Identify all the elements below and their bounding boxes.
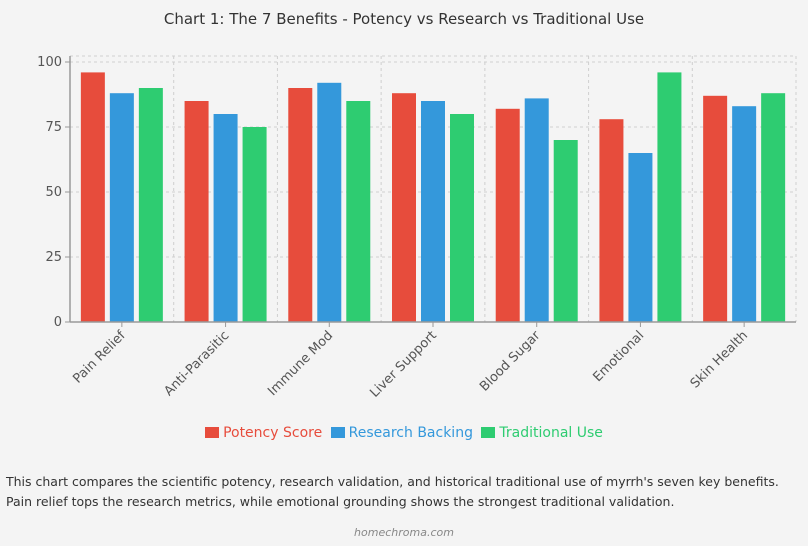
bar-research-backing-immune-mod[interactable] (317, 82, 342, 322)
bar-research-backing-pain-relief[interactable] (109, 93, 134, 322)
chart-caption: This chart compares the scientific poten… (6, 474, 779, 509)
x-tick-label-blood-sugar: Blood Sugar (477, 328, 544, 395)
bar-research-backing-anti-parasitic[interactable] (213, 114, 238, 322)
legend-swatch-traditional-use (481, 426, 496, 438)
bar-potency-score-pain-relief[interactable] (80, 72, 105, 323)
legend: Potency Score Research Backing Tradition… (0, 425, 808, 441)
bar-research-backing-skin-health[interactable] (732, 106, 757, 322)
bar-research-backing-liver-support[interactable] (421, 101, 445, 322)
bar-potency-score-skin-health[interactable] (703, 95, 728, 322)
legend-item-research-backing[interactable]: Research Backing (330, 425, 473, 441)
x-tick-label-liver-support: Liver Support (367, 328, 439, 400)
source-credit: homechroma.com (354, 526, 454, 539)
bar-traditional-use-blood-sugar[interactable] (553, 140, 578, 322)
bar-research-backing-blood-sugar[interactable] (524, 98, 549, 323)
legend-label-research-backing: Research Backing (348, 425, 473, 441)
bar-potency-score-anti-parasitic[interactable] (184, 101, 209, 322)
y-tick-label: 100 (37, 55, 62, 70)
chart-title: Chart 1: The 7 Benefits - Potency vs Res… (163, 10, 645, 28)
bar-potency-score-immune-mod[interactable] (288, 88, 313, 322)
legend-item-potency-score[interactable]: Potency Score (205, 425, 322, 441)
bar-traditional-use-pain-relief[interactable] (138, 88, 163, 322)
y-tick-label: 50 (45, 185, 62, 200)
x-tick-label-skin-health: Skin Health (688, 328, 751, 391)
bar-chart: 0 25 50 75 100 Pain Relief Anti-Parasitic Immun… (37, 55, 797, 401)
legend-label-traditional-use: Traditional Use (499, 425, 603, 441)
legend-swatch-research-backing (330, 426, 345, 438)
bar-traditional-use-anti-parasitic[interactable] (242, 127, 267, 322)
bar-traditional-use-skin-health[interactable] (761, 93, 786, 322)
legend-item-traditional-use[interactable]: Traditional Use (481, 425, 603, 441)
x-tick-label-immune-mod: Immune Mod (265, 328, 336, 399)
legend-label-potency-score: Potency Score (223, 425, 323, 441)
x-tick-label-pain-relief: Pain Relief (70, 328, 129, 387)
bar-research-backing-emotional[interactable] (628, 153, 653, 322)
y-tick-label: 25 (45, 250, 62, 265)
bar-potency-score-emotional[interactable] (599, 119, 624, 322)
y-tick-label: 75 (45, 120, 62, 135)
bar-potency-score-liver-support[interactable] (392, 93, 416, 322)
bar-traditional-use-liver-support[interactable] (450, 114, 474, 322)
x-tick-label-anti-parasitic: Anti-Parasitic (161, 328, 232, 399)
bar-traditional-use-emotional[interactable] (657, 72, 682, 323)
y-tick-label: 0 (54, 315, 62, 330)
bar-potency-score-blood-sugar[interactable] (495, 108, 520, 322)
legend-swatch-potency-score (205, 426, 220, 438)
bar-traditional-use-immune-mod[interactable] (346, 101, 371, 322)
x-tick-label-emotional: Emotional (590, 328, 647, 385)
